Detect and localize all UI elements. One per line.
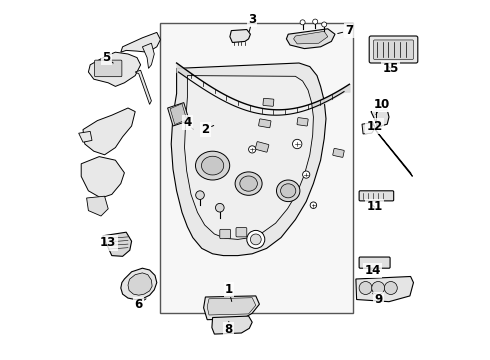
FancyBboxPatch shape <box>359 191 393 201</box>
Polygon shape <box>168 103 189 126</box>
Polygon shape <box>294 31 328 44</box>
Text: 1: 1 <box>225 283 233 296</box>
Ellipse shape <box>235 172 262 195</box>
FancyBboxPatch shape <box>369 36 418 63</box>
Polygon shape <box>143 43 154 68</box>
Text: 11: 11 <box>367 201 383 213</box>
Text: 10: 10 <box>374 98 390 111</box>
Ellipse shape <box>240 176 257 191</box>
Circle shape <box>300 20 305 25</box>
FancyBboxPatch shape <box>297 118 308 126</box>
Circle shape <box>248 146 256 153</box>
Circle shape <box>313 19 318 24</box>
Bar <box>160 23 353 313</box>
FancyBboxPatch shape <box>259 119 271 128</box>
Text: 6: 6 <box>135 298 143 311</box>
Circle shape <box>321 22 327 27</box>
Ellipse shape <box>201 156 224 175</box>
FancyBboxPatch shape <box>263 98 274 106</box>
Text: 10: 10 <box>374 98 390 111</box>
FancyBboxPatch shape <box>220 229 231 239</box>
Polygon shape <box>212 316 252 334</box>
Polygon shape <box>88 52 141 86</box>
Polygon shape <box>121 32 160 52</box>
Polygon shape <box>81 157 124 198</box>
Text: 3: 3 <box>248 13 256 26</box>
Text: 14: 14 <box>365 264 381 277</box>
Ellipse shape <box>281 184 296 198</box>
Polygon shape <box>362 122 375 134</box>
Polygon shape <box>128 273 152 295</box>
Circle shape <box>372 282 385 294</box>
Polygon shape <box>230 30 250 42</box>
Text: 9: 9 <box>374 293 382 306</box>
Text: 4: 4 <box>183 116 192 129</box>
Text: 15: 15 <box>383 62 399 75</box>
Polygon shape <box>79 131 92 142</box>
Polygon shape <box>286 29 335 49</box>
FancyBboxPatch shape <box>236 228 247 237</box>
Circle shape <box>359 282 372 294</box>
Polygon shape <box>121 268 157 300</box>
Polygon shape <box>356 276 414 302</box>
FancyBboxPatch shape <box>373 40 414 59</box>
Polygon shape <box>371 110 389 127</box>
Polygon shape <box>87 196 108 216</box>
Polygon shape <box>375 130 413 176</box>
FancyBboxPatch shape <box>255 141 269 152</box>
Circle shape <box>247 230 265 248</box>
Text: 7: 7 <box>345 24 353 37</box>
Circle shape <box>303 171 310 178</box>
Circle shape <box>293 139 302 149</box>
Circle shape <box>384 282 397 294</box>
Text: 12: 12 <box>367 120 383 132</box>
Polygon shape <box>185 76 314 239</box>
FancyBboxPatch shape <box>95 60 122 77</box>
Circle shape <box>196 191 204 199</box>
Text: 13: 13 <box>100 237 116 249</box>
Polygon shape <box>171 63 326 256</box>
Circle shape <box>310 202 317 208</box>
Text: 5: 5 <box>102 51 111 64</box>
Circle shape <box>216 203 224 212</box>
Polygon shape <box>170 104 187 125</box>
Polygon shape <box>83 108 135 155</box>
FancyBboxPatch shape <box>333 148 344 157</box>
Circle shape <box>250 234 261 245</box>
Polygon shape <box>103 232 132 256</box>
Text: 8: 8 <box>225 323 233 336</box>
Polygon shape <box>135 70 151 104</box>
FancyBboxPatch shape <box>359 257 390 268</box>
Ellipse shape <box>276 180 300 202</box>
Polygon shape <box>207 298 256 315</box>
Polygon shape <box>204 296 259 320</box>
Text: 2: 2 <box>201 123 209 136</box>
Ellipse shape <box>196 151 230 180</box>
